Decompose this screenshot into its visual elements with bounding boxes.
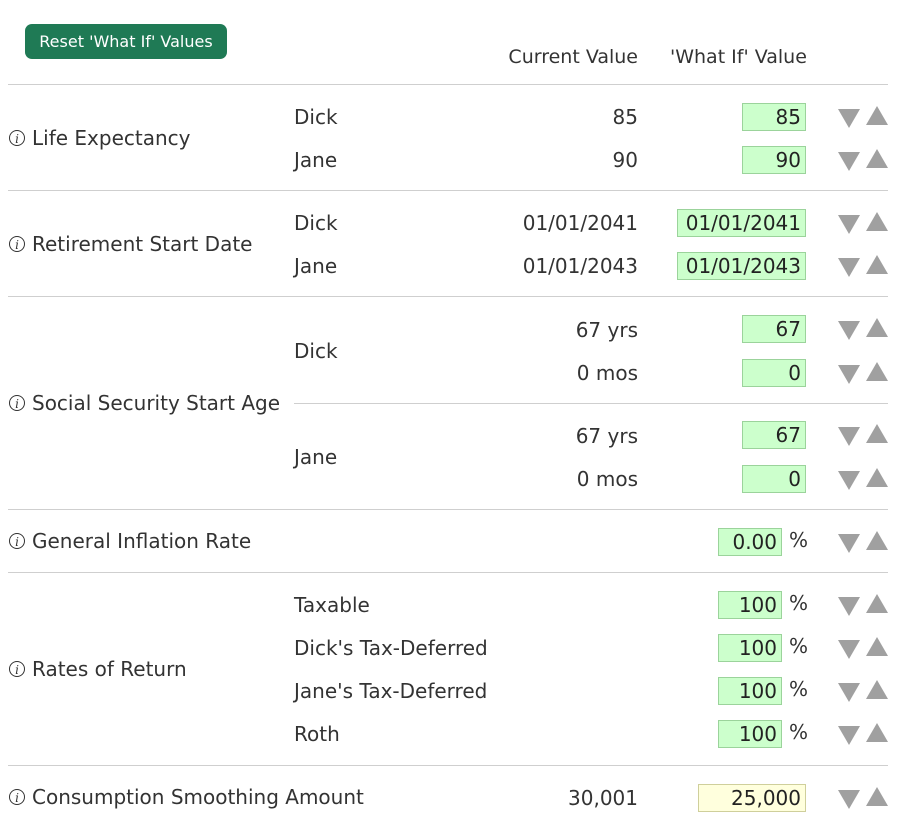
decrement-arrow-icon[interactable] <box>838 471 860 490</box>
current-value-months: 0 mos <box>576 361 638 385</box>
what-if-input[interactable]: 0.00 <box>718 528 782 556</box>
increment-arrow-icon[interactable] <box>866 424 888 443</box>
what-if-input[interactable]: 100 <box>718 634 782 662</box>
current-value: 01/01/2041 <box>522 211 638 235</box>
current-value: 01/01/2043 <box>522 254 638 278</box>
percent-unit: % <box>789 634 809 658</box>
row-label-dick: Dick <box>294 339 338 363</box>
decrement-arrow-icon[interactable] <box>838 683 860 702</box>
section-retirement-start-date: i Retirement Start Date <box>9 232 252 256</box>
current-value-years: 67 yrs <box>575 318 638 342</box>
what-if-input[interactable]: 85 <box>742 103 806 131</box>
reset-what-if-button[interactable]: Reset 'What If' Values <box>25 24 227 59</box>
decrement-arrow-icon[interactable] <box>838 534 860 553</box>
divider <box>8 509 888 510</box>
increment-arrow-icon[interactable] <box>866 637 888 656</box>
section-consumption-smoothing-amount: i Consumption Smoothing Amount <box>9 785 364 809</box>
decrement-arrow-icon[interactable] <box>838 427 860 446</box>
decrement-arrow-icon[interactable] <box>838 215 860 234</box>
current-value: 90 <box>612 148 638 172</box>
decrement-arrow-icon[interactable] <box>838 640 860 659</box>
what-if-years-input[interactable]: 67 <box>742 315 806 343</box>
info-icon[interactable]: i <box>9 236 25 252</box>
row-label-dicks-tax-deferred: Dick's Tax-Deferred <box>294 636 488 660</box>
row-label-jane: Jane <box>294 148 338 172</box>
increment-arrow-icon[interactable] <box>866 594 888 613</box>
increment-arrow-icon[interactable] <box>866 212 888 231</box>
section-general-inflation-rate: i General Inflation Rate <box>9 529 251 553</box>
percent-unit: % <box>789 720 809 744</box>
info-icon[interactable]: i <box>9 130 25 146</box>
percent-unit: % <box>789 528 809 552</box>
row-label-roth: Roth <box>294 722 340 746</box>
what-if-value-header: 'What If' Value <box>670 46 807 68</box>
current-value-years: 67 yrs <box>575 424 638 448</box>
row-label-jane: Jane <box>294 254 338 278</box>
decrement-arrow-icon[interactable] <box>838 109 860 128</box>
what-if-input[interactable]: 100 <box>718 591 782 619</box>
what-if-input[interactable]: 25,000 <box>698 784 806 812</box>
what-if-input[interactable]: 90 <box>742 146 806 174</box>
decrement-arrow-icon[interactable] <box>838 365 860 384</box>
what-if-months-input[interactable]: 0 <box>742 359 806 387</box>
divider <box>8 765 888 766</box>
section-label: General Inflation Rate <box>32 529 252 553</box>
increment-arrow-icon[interactable] <box>866 255 888 274</box>
current-value: 30,001 <box>568 786 638 810</box>
what-if-input[interactable]: 01/01/2041 <box>677 209 806 237</box>
section-label: Consumption Smoothing Amount <box>32 785 364 809</box>
section-label: Retirement Start Date <box>32 232 253 256</box>
divider <box>8 84 888 85</box>
increment-arrow-icon[interactable] <box>866 149 888 168</box>
section-life-expectancy: i Life Expectancy <box>9 126 190 150</box>
info-icon[interactable]: i <box>9 533 25 549</box>
current-value-months: 0 mos <box>576 467 638 491</box>
decrement-arrow-icon[interactable] <box>838 321 860 340</box>
row-label-dick: Dick <box>294 211 338 235</box>
what-if-input[interactable]: 100 <box>718 677 782 705</box>
increment-arrow-icon[interactable] <box>866 787 888 806</box>
what-if-months-input[interactable]: 0 <box>742 465 806 493</box>
decrement-arrow-icon[interactable] <box>838 152 860 171</box>
what-if-input[interactable]: 01/01/2043 <box>677 252 806 280</box>
what-if-years-input[interactable]: 67 <box>742 421 806 449</box>
increment-arrow-icon[interactable] <box>866 468 888 487</box>
info-icon[interactable]: i <box>9 395 25 411</box>
section-label: Life Expectancy <box>32 126 191 150</box>
row-label-janes-tax-deferred: Jane's Tax-Deferred <box>294 679 488 703</box>
current-value-header: Current Value <box>508 46 638 68</box>
row-label-dick: Dick <box>294 105 338 129</box>
decrement-arrow-icon[interactable] <box>838 790 860 809</box>
increment-arrow-icon[interactable] <box>866 680 888 699</box>
increment-arrow-icon[interactable] <box>866 106 888 125</box>
increment-arrow-icon[interactable] <box>866 362 888 381</box>
divider <box>8 572 888 573</box>
divider <box>8 296 888 297</box>
divider <box>294 403 888 404</box>
increment-arrow-icon[interactable] <box>866 531 888 550</box>
divider <box>8 190 888 191</box>
what-if-input[interactable]: 100 <box>718 720 782 748</box>
section-rates-of-return: i Rates of Return <box>9 657 187 681</box>
section-label: Rates of Return <box>32 657 187 681</box>
info-icon[interactable]: i <box>9 661 25 677</box>
info-icon[interactable]: i <box>9 789 25 805</box>
section-label: Social Security Start Age <box>32 391 281 415</box>
row-label-jane: Jane <box>294 445 338 469</box>
percent-unit: % <box>789 591 809 615</box>
decrement-arrow-icon[interactable] <box>838 258 860 277</box>
increment-arrow-icon[interactable] <box>866 723 888 742</box>
increment-arrow-icon[interactable] <box>866 318 888 337</box>
row-label-taxable: Taxable <box>294 593 370 617</box>
decrement-arrow-icon[interactable] <box>838 597 860 616</box>
percent-unit: % <box>789 677 809 701</box>
section-social-security-start-age: i Social Security Start Age <box>9 391 280 415</box>
decrement-arrow-icon[interactable] <box>838 726 860 745</box>
current-value: 85 <box>612 105 638 129</box>
